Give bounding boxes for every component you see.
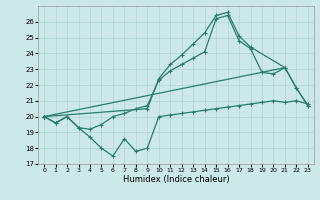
- X-axis label: Humidex (Indice chaleur): Humidex (Indice chaleur): [123, 175, 229, 184]
